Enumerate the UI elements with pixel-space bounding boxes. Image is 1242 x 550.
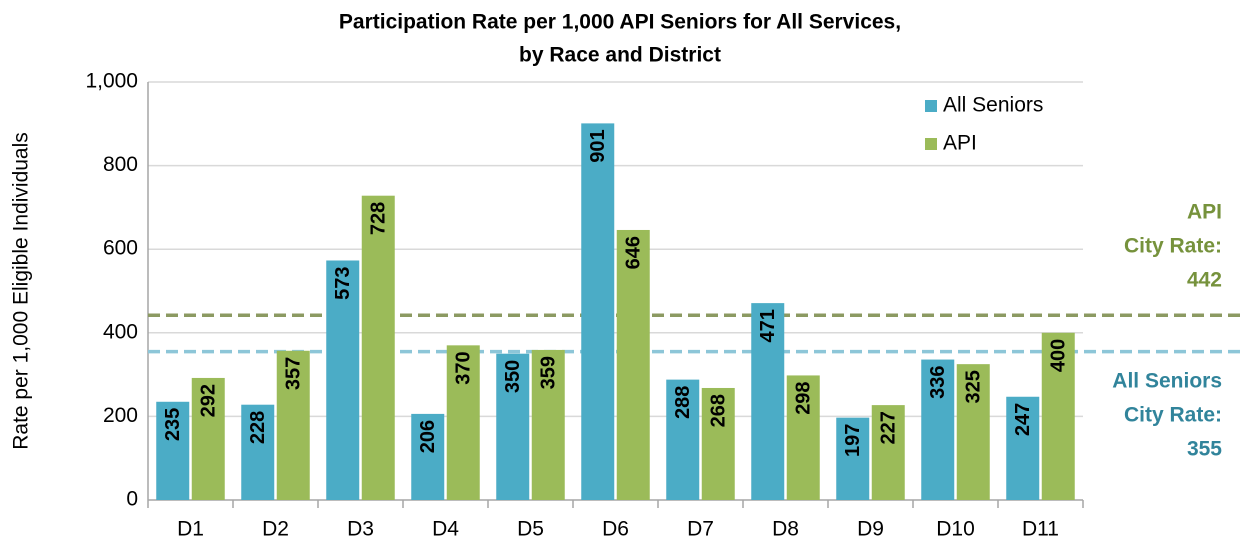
y-tick-label: 600 (103, 237, 138, 260)
bar (1041, 332, 1075, 500)
data-label: 357 (283, 357, 305, 390)
data-label: 197 (842, 424, 864, 457)
annotation: All Seniors (1112, 370, 1222, 393)
y-tick-label: 1,000 (85, 70, 138, 93)
bar (411, 413, 445, 500)
bar (326, 260, 360, 500)
legend-label: API (943, 132, 977, 155)
x-tick-label: D2 (262, 518, 289, 541)
bar (921, 359, 955, 500)
x-tick-label: D4 (432, 518, 459, 541)
bar (496, 353, 530, 500)
bar (786, 375, 820, 500)
x-tick-label: D7 (687, 518, 714, 541)
y-tick-label: 400 (103, 320, 138, 343)
data-label: 646 (623, 236, 645, 269)
bar (1006, 396, 1040, 500)
annotation: City Rate: (1124, 235, 1222, 258)
data-label: 325 (963, 370, 985, 403)
legend-swatch (925, 138, 937, 150)
chart-title: by Race and District (519, 44, 721, 67)
chart-title: Participation Rate per 1,000 API Seniors… (339, 11, 901, 34)
bar (241, 404, 275, 500)
data-label: 235 (162, 408, 184, 441)
data-label: 400 (1048, 339, 1070, 372)
bar (446, 345, 480, 500)
y-tick-label: 0 (126, 488, 138, 511)
data-label: 336 (927, 366, 949, 399)
bar (956, 364, 990, 500)
bar (581, 123, 615, 500)
bar (836, 417, 870, 500)
bar (276, 350, 310, 500)
bar (666, 379, 700, 500)
y-axis-label: Rate per 1,000 Eligible Individuals (10, 132, 33, 450)
data-label: 728 (368, 202, 390, 235)
data-label: 228 (247, 411, 269, 444)
data-label: 359 (538, 356, 560, 389)
x-tick-label: D10 (936, 518, 975, 541)
data-label: 901 (587, 129, 609, 162)
x-tick-label: D3 (347, 518, 374, 541)
data-label: 292 (198, 384, 220, 417)
annotation-value: 355 (1187, 438, 1222, 461)
x-tick-label: D8 (772, 518, 799, 541)
bar (701, 387, 735, 500)
data-label: 288 (672, 386, 694, 419)
annotation: API (1187, 201, 1222, 224)
bar (871, 405, 905, 500)
data-label: 350 (502, 360, 524, 393)
data-label: 268 (708, 394, 730, 427)
y-tick-label: 800 (103, 153, 138, 176)
bar (156, 401, 190, 500)
x-tick-label: D5 (517, 518, 544, 541)
data-label: 206 (417, 420, 439, 453)
bar (361, 195, 395, 501)
data-label: 370 (453, 351, 475, 384)
annotation-value: 442 (1187, 269, 1222, 292)
x-tick-label: D6 (602, 518, 629, 541)
bar (191, 377, 225, 500)
x-tick-label: D1 (177, 518, 204, 541)
bar (531, 349, 565, 500)
data-label: 247 (1012, 403, 1034, 436)
y-tick-label: 200 (103, 404, 138, 427)
bar (751, 303, 785, 500)
data-label: 298 (793, 381, 815, 414)
annotation: City Rate: (1124, 404, 1222, 427)
x-tick-label: D11 (1022, 518, 1059, 541)
legend-label: All Seniors (943, 94, 1043, 117)
data-label: 471 (757, 309, 779, 342)
legend-swatch (925, 100, 937, 112)
data-label: 227 (878, 411, 900, 444)
x-tick-label: D9 (857, 518, 884, 541)
bar (616, 229, 650, 501)
data-label: 573 (332, 266, 354, 299)
